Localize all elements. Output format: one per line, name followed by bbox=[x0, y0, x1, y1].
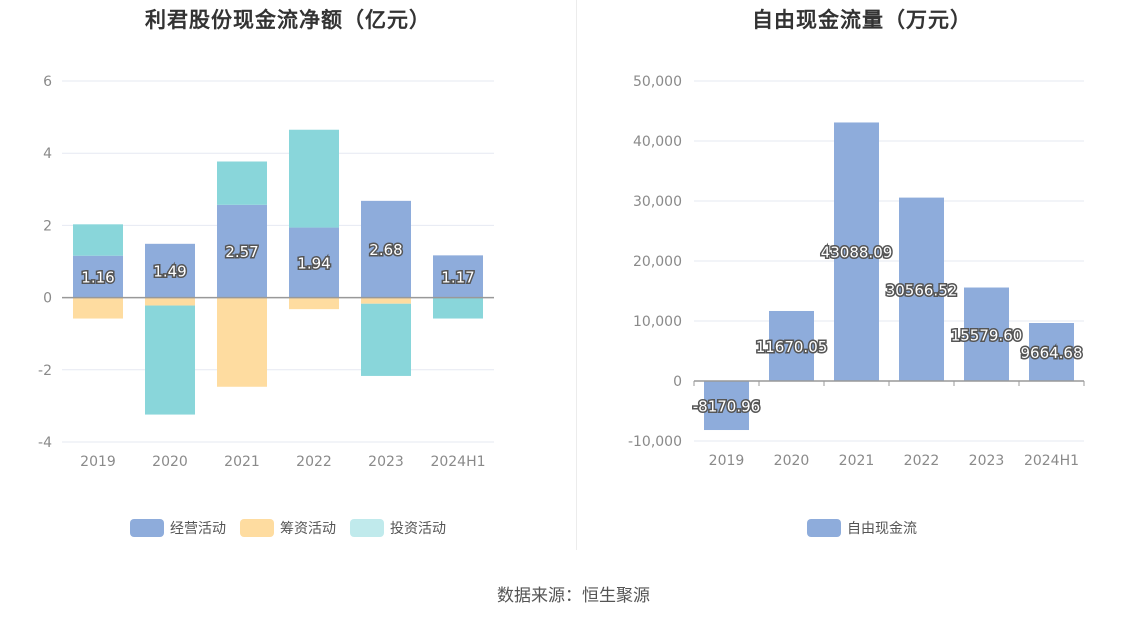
x-tick-label: 2019 bbox=[709, 453, 745, 469]
legend-swatch bbox=[350, 519, 384, 537]
x-tick-label: 2021 bbox=[839, 453, 875, 469]
y-tick-label: -10,000 bbox=[628, 434, 682, 450]
bar[interactable] bbox=[73, 255, 123, 298]
data-label: 2.68 bbox=[369, 241, 402, 259]
bar[interactable] bbox=[361, 297, 411, 304]
x-tick-label: 2024H1 bbox=[430, 454, 485, 470]
legend: 自由现金流 bbox=[577, 518, 1147, 538]
x-tick-label: 2022 bbox=[904, 453, 940, 469]
bar[interactable] bbox=[145, 305, 195, 415]
y-tick-label: 6 bbox=[43, 74, 52, 90]
y-tick-label: 0 bbox=[43, 291, 52, 307]
bar[interactable] bbox=[704, 381, 749, 431]
legend-label: 筹资活动 bbox=[280, 521, 336, 537]
x-tick-label: 2024H1 bbox=[1024, 453, 1079, 469]
x-tick-label: 2021 bbox=[224, 454, 260, 470]
free-cash-flow-plot: 50,000 40,000 30,000 20,000 10,000 0 -10,000 20… bbox=[628, 74, 1085, 469]
y-tick-label: 20,000 bbox=[633, 254, 682, 270]
x-tick-label: 2023 bbox=[969, 453, 1005, 469]
bar[interactable] bbox=[145, 243, 195, 298]
bar[interactable] bbox=[433, 255, 483, 298]
bar[interactable] bbox=[964, 287, 1009, 381]
y-tick-label: 0 bbox=[673, 374, 682, 390]
y-tick-label: 2 bbox=[43, 218, 52, 234]
free-cash-flow-chart: 自由现金流量（万元） 50,000 40,000 30,000 20,000 10,00… bbox=[577, 0, 1147, 560]
y-tick-label: -4 bbox=[38, 435, 52, 451]
bar[interactable] bbox=[361, 200, 411, 298]
y-tick-label: 30,000 bbox=[633, 194, 682, 210]
chart-title: 利君股份现金流净额（亿元） bbox=[145, 8, 431, 32]
bar[interactable] bbox=[1029, 323, 1074, 381]
legend-item-operating[interactable]: 经营活动 bbox=[130, 518, 226, 538]
bar[interactable] bbox=[217, 204, 267, 298]
bar[interactable] bbox=[433, 297, 483, 319]
data-label: 1.16 bbox=[81, 269, 114, 287]
bar[interactable] bbox=[834, 122, 879, 381]
legend-item-financing[interactable]: 筹资活动 bbox=[240, 518, 336, 538]
y-tick-label: 10,000 bbox=[633, 314, 682, 330]
data-label: 15579.60 bbox=[951, 326, 1023, 344]
x-tick-label: 2019 bbox=[80, 454, 116, 470]
data-label: 1.49 bbox=[153, 263, 186, 281]
bar[interactable] bbox=[73, 297, 123, 319]
data-label: 43088.09 bbox=[821, 244, 893, 262]
x-tick-label: 2022 bbox=[296, 454, 332, 470]
x-tick-label: 2020 bbox=[152, 454, 188, 470]
data-label: 1.17 bbox=[441, 268, 474, 286]
legend-label: 经营活动 bbox=[170, 521, 226, 537]
bar[interactable] bbox=[289, 297, 339, 310]
legend: 经营活动 筹资活动 投资活动 bbox=[0, 518, 576, 538]
data-label: -8170.96 bbox=[693, 398, 760, 416]
cash-flow-net-plot: 6 4 2 0 -2 -4 2019 2020 2021 2022 2023 2024H1 1.16 1.… bbox=[38, 74, 494, 470]
data-label: 11670.05 bbox=[756, 338, 828, 356]
y-tick-label: 50,000 bbox=[633, 74, 682, 90]
bar[interactable] bbox=[361, 303, 411, 376]
legend-swatch bbox=[240, 519, 274, 537]
bar[interactable] bbox=[289, 227, 339, 298]
cash-flow-net-chart: 利君股份现金流净额（亿元） 6 4 2 0 -2 -4 2019 2020 2021 2022 20… bbox=[0, 0, 576, 560]
bar[interactable] bbox=[217, 297, 267, 387]
bar[interactable] bbox=[73, 224, 123, 256]
data-label: 2.57 bbox=[225, 243, 258, 261]
chart-title: 自由现金流量（万元） bbox=[752, 8, 972, 32]
y-tick-label: 40,000 bbox=[633, 134, 682, 150]
bar[interactable] bbox=[769, 310, 814, 381]
y-tick-label: -2 bbox=[38, 363, 52, 379]
panel-divider bbox=[576, 0, 577, 550]
bar[interactable] bbox=[289, 129, 339, 228]
data-source: 数据来源：恒生聚源 bbox=[497, 586, 650, 606]
x-tick-label: 2023 bbox=[368, 454, 404, 470]
legend-label: 自由现金流 bbox=[847, 521, 917, 537]
data-label: 9664.68 bbox=[1020, 344, 1082, 362]
bar[interactable] bbox=[145, 297, 195, 306]
legend-swatch bbox=[130, 519, 164, 537]
y-tick-label: 4 bbox=[43, 146, 52, 162]
data-label: 1.94 bbox=[297, 255, 330, 273]
legend-item-investing[interactable]: 投资活动 bbox=[350, 518, 446, 538]
data-label: 30566.52 bbox=[886, 281, 958, 299]
x-tick-label: 2020 bbox=[774, 453, 810, 469]
legend-item-fcf[interactable]: 自由现金流 bbox=[807, 518, 917, 538]
bar[interactable] bbox=[899, 197, 944, 381]
legend-label: 投资活动 bbox=[390, 521, 446, 537]
bar[interactable] bbox=[217, 161, 267, 205]
legend-swatch bbox=[807, 519, 841, 537]
